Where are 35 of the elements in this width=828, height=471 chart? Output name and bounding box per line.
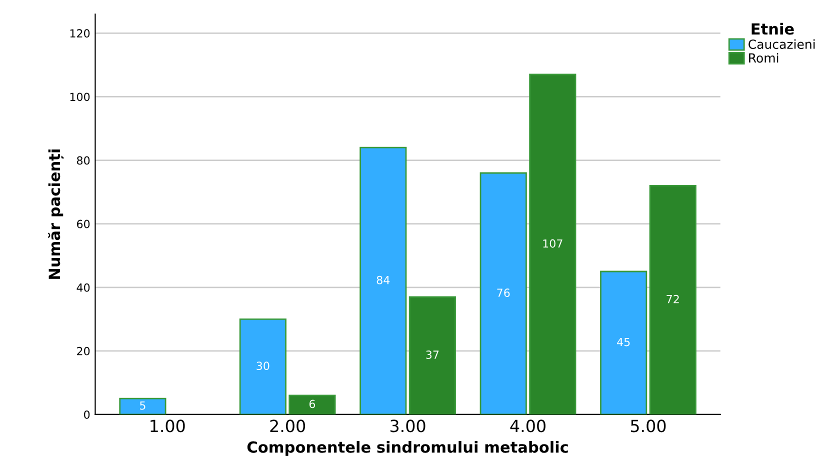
y-tick-label: 0 [84, 410, 90, 419]
data-label: 107 [543, 239, 562, 248]
x-tick-label: 3.00 [390, 420, 426, 432]
y-tick-label: 120 [70, 29, 90, 38]
bar [119, 398, 166, 414]
bar [288, 394, 336, 414]
data-label: 76 [497, 288, 510, 297]
y-tick-label: 60 [76, 220, 90, 228]
x-tick-label: 1.00 [150, 420, 185, 432]
bar [600, 270, 648, 414]
x-axis-title: Componentele sindromului metabolic [247, 441, 568, 456]
data-label: 5 [140, 402, 146, 410]
x-tick-label: 5.00 [630, 420, 666, 432]
legend-label: Caucazieni [748, 39, 815, 49]
bar [239, 318, 286, 414]
data-label: 72 [666, 294, 679, 304]
bar [480, 172, 527, 414]
y-tick-label: 20 [77, 346, 90, 356]
data-label: 6 [309, 400, 316, 408]
y-axis-title: Număr pacienți [48, 150, 64, 279]
data-label: 45 [617, 338, 630, 346]
bar [408, 296, 456, 414]
data-label: 30 [256, 362, 270, 370]
y-tick-label: 40 [76, 283, 90, 292]
y-tick-label: 80 [76, 156, 90, 165]
bar [360, 146, 407, 414]
x-tick-label: 2.00 [270, 420, 306, 432]
y-tick-label: 100 [70, 92, 90, 102]
data-label: 37 [426, 350, 439, 359]
bar [649, 185, 696, 414]
bar [529, 74, 576, 414]
legend-label: Romi [749, 53, 778, 63]
data-label: 84 [376, 276, 390, 284]
legend-title: Etnie [752, 22, 794, 35]
x-tick-label: 4.00 [510, 420, 546, 432]
